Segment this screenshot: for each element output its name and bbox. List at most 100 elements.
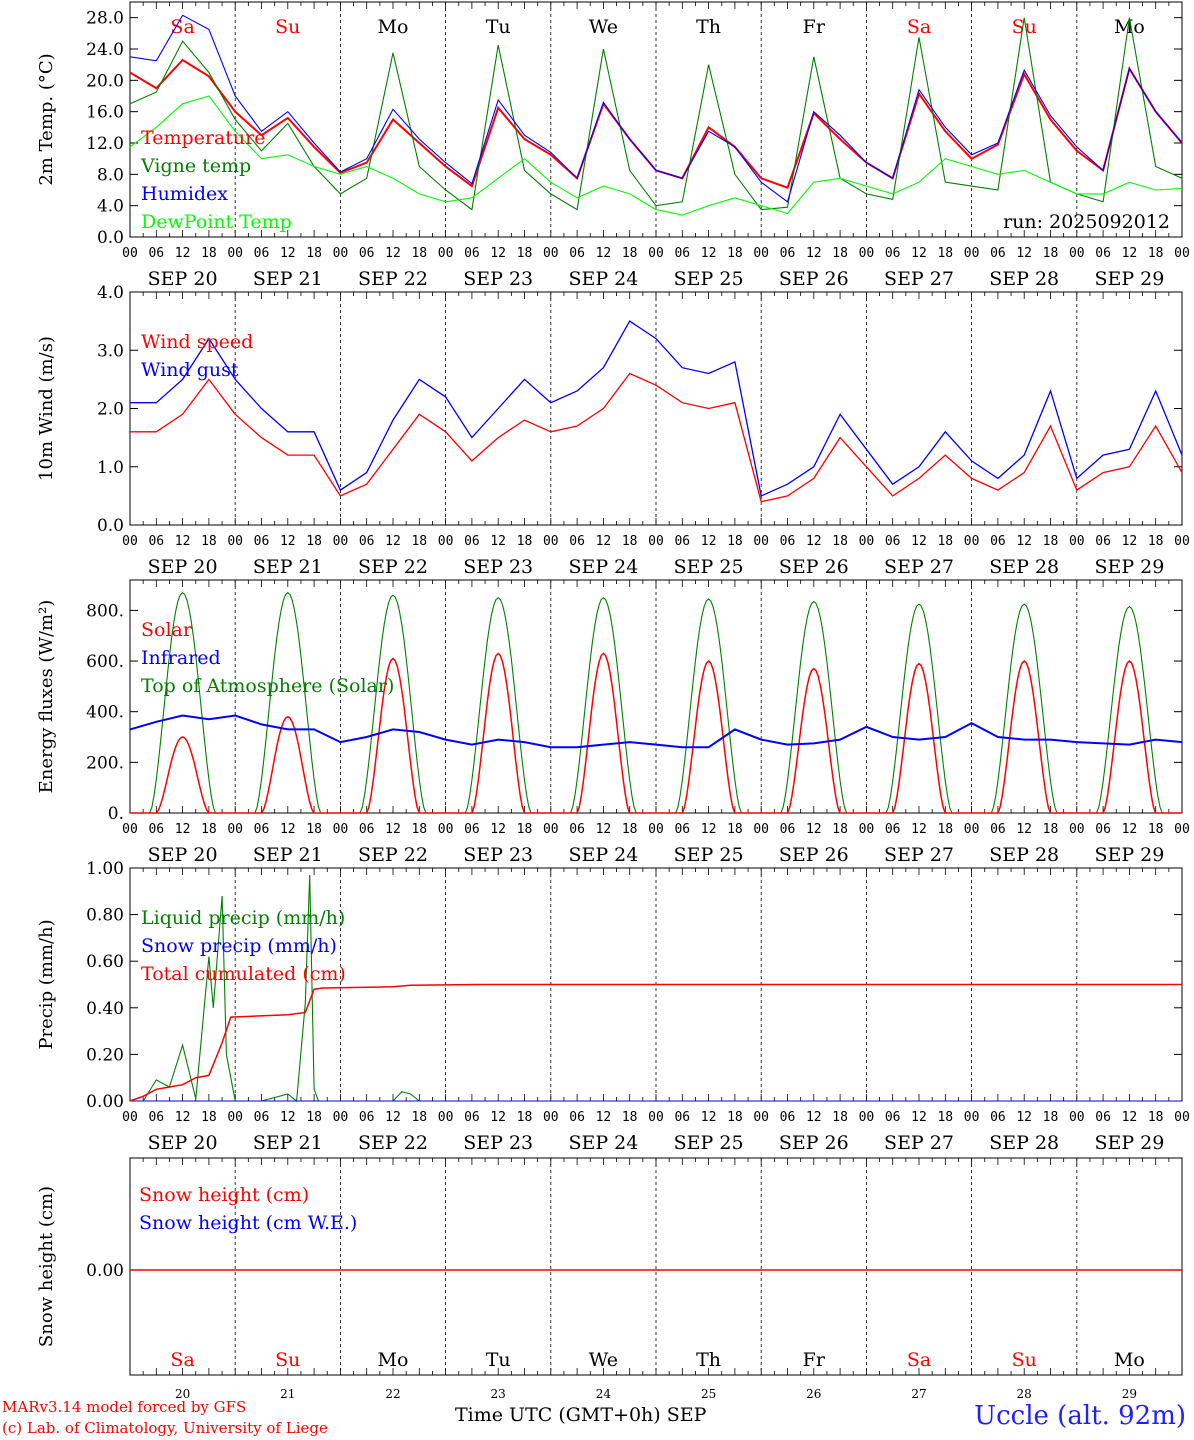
hour-label: 18 xyxy=(306,1110,322,1125)
hour-label: 06 xyxy=(885,534,901,549)
hour-label: 06 xyxy=(148,246,164,261)
weekday-label: Su xyxy=(1012,1349,1037,1371)
hour-label: 00 xyxy=(438,822,454,837)
panel-5 xyxy=(129,1157,1183,1376)
hour-label: 00 xyxy=(543,534,559,549)
legend-entry: Total cumulated (cm) xyxy=(141,963,346,985)
date-label: SEP 20 xyxy=(148,556,218,578)
y-tick-label: 16.0 xyxy=(86,103,124,123)
hour-label: 18 xyxy=(1148,246,1164,261)
hour-label: 06 xyxy=(464,534,480,549)
hour-label: 06 xyxy=(569,534,585,549)
date-label: SEP 20 xyxy=(148,268,218,290)
legend-entry: Snow height (cm) xyxy=(139,1184,309,1206)
y-tick-label: 4.0 xyxy=(97,197,124,217)
hour-label: 06 xyxy=(885,822,901,837)
hour-label: 12 xyxy=(280,822,296,837)
weekday-label: Sa xyxy=(907,16,931,38)
hour-label: 06 xyxy=(780,246,796,261)
hour-label: 00 xyxy=(964,1110,980,1125)
hour-label: 12 xyxy=(490,1110,506,1125)
hour-label: 18 xyxy=(306,822,322,837)
panel-2 xyxy=(129,291,1183,526)
hour-label: 18 xyxy=(201,1110,217,1125)
hour-label: 06 xyxy=(254,534,270,549)
y-tick-label: 800. xyxy=(86,601,124,621)
hour-label: 00 xyxy=(227,1110,243,1125)
date-label: SEP 21 xyxy=(253,1132,323,1154)
legend-entry: Temperature xyxy=(141,127,265,149)
day-number: 25 xyxy=(701,1387,716,1401)
hour-label: 12 xyxy=(911,822,927,837)
hour-label: 00 xyxy=(1069,822,1085,837)
hour-label: 06 xyxy=(990,534,1006,549)
y-tick-label: 28.0 xyxy=(86,9,124,29)
hour-label: 12 xyxy=(806,1110,822,1125)
date-label: SEP 25 xyxy=(674,844,744,866)
hour-label: 00 xyxy=(227,822,243,837)
hour-label: 00 xyxy=(1174,246,1190,261)
legend-entry: Top of Atmosphere (Solar) xyxy=(141,675,394,697)
hour-label: 06 xyxy=(359,534,375,549)
hour-label: 00 xyxy=(227,534,243,549)
hour-label: 18 xyxy=(832,534,848,549)
date-label: SEP 28 xyxy=(989,1132,1059,1154)
y-tick-label: 0.0 xyxy=(97,516,124,536)
hour-label: 00 xyxy=(333,246,349,261)
weekday-label: Mo xyxy=(1114,16,1145,38)
hour-label: 00 xyxy=(753,822,769,837)
hour-label: 18 xyxy=(306,246,322,261)
hour-label: 12 xyxy=(911,534,927,549)
date-label: SEP 22 xyxy=(358,268,428,290)
hour-label: 06 xyxy=(464,822,480,837)
y-tick-label: 0.80 xyxy=(86,906,124,926)
hour-label: 06 xyxy=(148,1110,164,1125)
hour-label: 12 xyxy=(1016,822,1032,837)
run-annotation: run: 2025092012 xyxy=(1003,211,1170,233)
hour-label: 18 xyxy=(832,246,848,261)
hour-label: 12 xyxy=(280,534,296,549)
hour-label: 00 xyxy=(122,534,138,549)
hour-label: 00 xyxy=(438,246,454,261)
hour-label: 18 xyxy=(201,246,217,261)
hour-label: 00 xyxy=(964,534,980,549)
day-number: 20 xyxy=(175,1387,190,1401)
hour-label: 00 xyxy=(543,822,559,837)
hour-label: 18 xyxy=(201,534,217,549)
legend-entry: Wind speed xyxy=(141,331,253,353)
hour-label: 12 xyxy=(1016,534,1032,549)
hour-label: 00 xyxy=(964,822,980,837)
hour-label: 12 xyxy=(175,534,191,549)
hour-label: 12 xyxy=(596,246,612,261)
hour-label: 12 xyxy=(175,1110,191,1125)
hour-label: 00 xyxy=(1174,822,1190,837)
hour-label: 18 xyxy=(937,1110,953,1125)
y-tick-label: 12.0 xyxy=(86,134,124,154)
series-line-dewpoint-temp xyxy=(129,95,1183,216)
hour-label: 00 xyxy=(333,1110,349,1125)
y-tick-label: 0. xyxy=(108,804,124,824)
date-label: SEP 26 xyxy=(779,268,849,290)
hour-label: 00 xyxy=(753,534,769,549)
hour-label: 18 xyxy=(517,822,533,837)
hour-label: 12 xyxy=(385,246,401,261)
hour-label: 00 xyxy=(1069,534,1085,549)
hour-label: 18 xyxy=(622,534,638,549)
date-label: SEP 29 xyxy=(1094,268,1164,290)
hour-label: 18 xyxy=(832,1110,848,1125)
hour-label: 00 xyxy=(1174,1110,1190,1125)
day-number: 24 xyxy=(596,1387,612,1401)
hour-label: 12 xyxy=(806,822,822,837)
legend-entry: Snow precip (mm/h) xyxy=(141,935,337,957)
y-axis-label: Energy fluxes (W/m²) xyxy=(36,600,57,794)
panel-3 xyxy=(129,579,1183,814)
hour-label: 00 xyxy=(438,1110,454,1125)
series-line-solar xyxy=(130,652,1182,814)
hour-label: 18 xyxy=(411,822,427,837)
hour-label: 06 xyxy=(674,822,690,837)
hour-label: 00 xyxy=(648,1110,664,1125)
y-axis-label: 10m Wind (m/s) xyxy=(36,336,57,481)
day-number: 29 xyxy=(1122,1387,1137,1401)
y-axis-label: 2m Temp. (°C) xyxy=(36,53,57,185)
weekday-label: Th xyxy=(696,1349,721,1371)
